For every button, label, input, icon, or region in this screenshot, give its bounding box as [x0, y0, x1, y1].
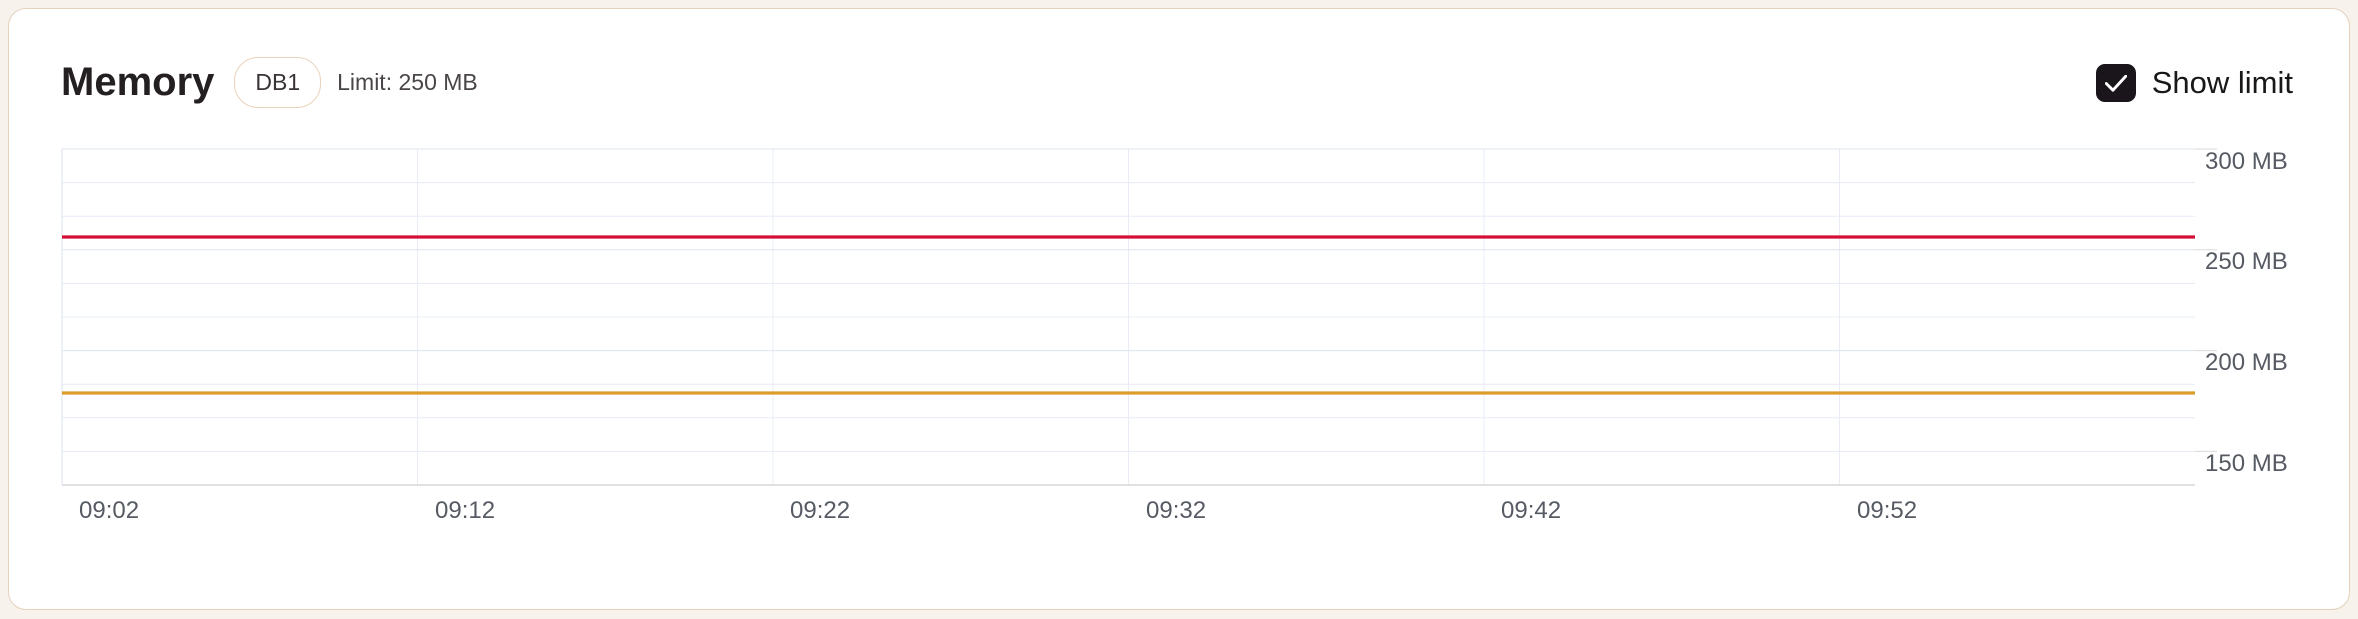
svg-text:09:22: 09:22 — [790, 497, 850, 524]
svg-text:150 MB: 150 MB — [2205, 450, 2288, 477]
svg-text:300 MB: 300 MB — [2205, 148, 2288, 175]
svg-text:09:02: 09:02 — [79, 497, 139, 524]
svg-text:09:12: 09:12 — [435, 497, 495, 524]
svg-text:09:52: 09:52 — [1857, 497, 1917, 524]
svg-text:09:42: 09:42 — [1501, 497, 1561, 524]
svg-text:200 MB: 200 MB — [2205, 349, 2288, 376]
svg-text:09:32: 09:32 — [1146, 497, 1206, 524]
svg-text:250 MB: 250 MB — [2205, 248, 2288, 275]
